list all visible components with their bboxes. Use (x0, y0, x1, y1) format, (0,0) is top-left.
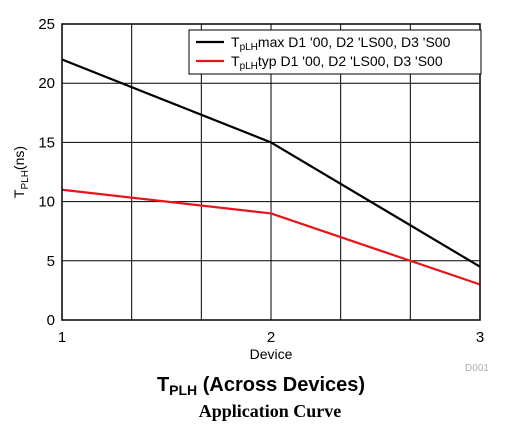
y-axis-title-main: T (11, 189, 27, 198)
y-tick-label: 20 (38, 75, 55, 92)
legend-label-max-subscript: pLH (240, 42, 258, 53)
x-tick-label: 3 (476, 329, 484, 346)
series-line-max (61, 58, 481, 268)
legend-label-typ-main: T (231, 53, 240, 69)
legend-label-max: TpLHmax D1 '00, D2 'LS00, D3 'S00 (231, 34, 451, 53)
y-axis-title-subscript: PLH (20, 170, 31, 189)
y-axis-title-unit: (ns) (11, 146, 27, 170)
caption-subtitle: Application Curve (199, 401, 342, 421)
y-tick-labels: 0 5 10 15 20 25 (38, 16, 55, 329)
legend-label-typ-tail: typ D1 '00, D2 'LS00, D3 'S00 (258, 53, 443, 69)
y-tick-label: 0 (47, 312, 55, 329)
plot-frame (61, 23, 481, 321)
legend-label-typ-subscript: pLH (240, 61, 258, 72)
x-axis-title: Device (250, 346, 293, 362)
caption-title-tail: (Across Devices) (197, 374, 365, 396)
y-axis-title: TPLH(ns) (11, 146, 31, 198)
x-tick-label: 2 (267, 329, 275, 346)
series-line-typ (61, 188, 481, 286)
y-tick-label: 10 (38, 194, 55, 211)
series-lines (61, 58, 481, 286)
y-tick-label: 5 (47, 253, 55, 270)
caption-title: TPLH (Across Devices) (157, 374, 365, 398)
y-tick-label: 25 (38, 16, 55, 33)
legend-box (188, 29, 482, 75)
x-tick-labels: 1 2 3 (58, 329, 484, 346)
legend-label-typ: TpLHtyp D1 '00, D2 'LS00, D3 'S00 (231, 53, 443, 72)
figure-id: D001 (465, 363, 489, 374)
legend: TpLHmax D1 '00, D2 'LS00, D3 'S00 TpLHty… (188, 29, 482, 75)
legend-label-max-main: T (231, 34, 240, 50)
caption-title-subscript: PLH (169, 382, 197, 398)
y-tick-label: 15 (38, 134, 55, 151)
legend-label-max-tail: max D1 '00, D2 'LS00, D3 'S00 (258, 34, 451, 50)
x-tick-label: 1 (58, 329, 66, 346)
caption-title-main: T (157, 374, 169, 396)
